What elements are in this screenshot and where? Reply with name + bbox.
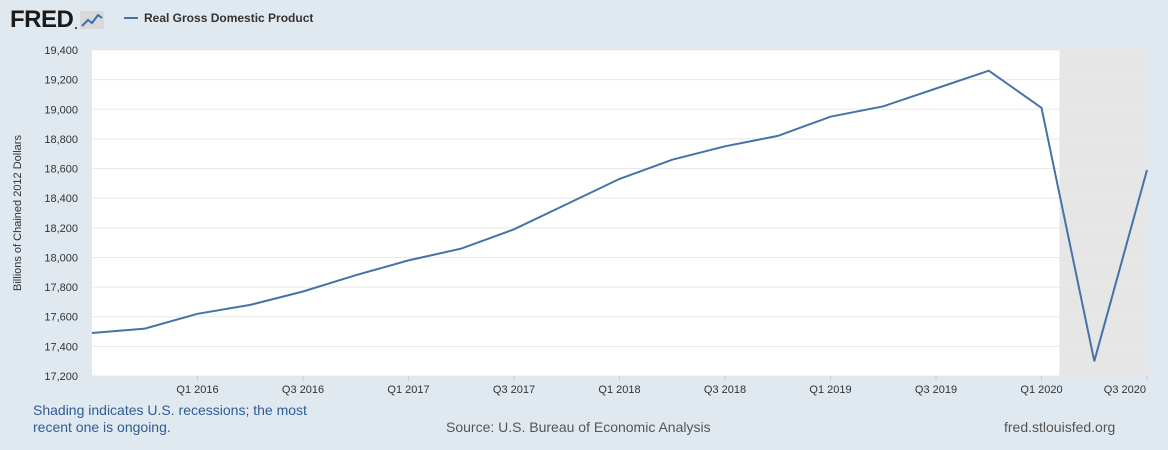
x-tick-label: Q1 2017 bbox=[387, 384, 429, 396]
y-tick-label: 17,200 bbox=[44, 371, 78, 383]
y-tick-label: 17,400 bbox=[44, 341, 78, 353]
x-axis-ticks: Q1 2016 Q3 2016 Q1 2017 Q3 2017 Q1 2018 Q3 20… bbox=[176, 376, 1148, 396]
y-tick-label: 18,600 bbox=[44, 164, 78, 176]
x-tick-label: Q1 2018 bbox=[598, 384, 640, 396]
fred-logo[interactable]: FRED . bbox=[10, 6, 104, 34]
recession-note: Shading indicates U.S. recessions; the m… bbox=[33, 402, 307, 435]
y-axis-title: Billions of Chained 2012 Dollars bbox=[12, 135, 24, 291]
series-line-real-gdp bbox=[91, 69, 1148, 362]
y-axis-ticks: 17,200 17,400 17,600 17,800 18,000 18,200 18,4… bbox=[44, 45, 78, 383]
y-tick-label: 18,800 bbox=[44, 134, 78, 146]
legend: Real Gross Domestic Product bbox=[124, 11, 313, 25]
gridlines bbox=[92, 49, 1147, 377]
x-tick-label: Q3 2019 bbox=[915, 384, 957, 396]
x-tick-label: Q1 2019 bbox=[809, 384, 851, 396]
legend-swatch bbox=[124, 17, 138, 19]
y-tick-label: 19,200 bbox=[44, 75, 78, 87]
x-tick-label: Q1 2016 bbox=[176, 384, 218, 396]
y-tick-label: 17,800 bbox=[44, 282, 78, 294]
logo-dot: . bbox=[74, 18, 78, 32]
x-tick-label: Q3 2017 bbox=[493, 384, 535, 396]
x-tick-label: Q1 2020 bbox=[1020, 384, 1062, 396]
site-link[interactable]: fred.stlouisfed.org bbox=[1004, 419, 1116, 435]
plot-background bbox=[92, 50, 1147, 376]
y-tick-label: 19,000 bbox=[44, 104, 78, 116]
legend-label: Real Gross Domestic Product bbox=[144, 11, 314, 25]
chart: 17,200 17,400 17,600 17,800 18,000 18,200 18,4… bbox=[12, 45, 1148, 396]
logo-text: FRED bbox=[10, 6, 74, 33]
recession-shading bbox=[1059, 50, 1147, 376]
y-tick-label: 19,400 bbox=[44, 45, 78, 57]
y-tick-label: 18,200 bbox=[44, 223, 78, 235]
x-tick-label: Q3 2018 bbox=[704, 384, 746, 396]
source-label: Source: U.S. Bureau of Economic Analysis bbox=[446, 419, 711, 435]
x-tick-label: Q3 2016 bbox=[282, 384, 324, 396]
line-graph-icon bbox=[79, 11, 104, 29]
y-tick-label: 18,400 bbox=[44, 193, 78, 205]
x-tick-label: Q3 2020 bbox=[1104, 384, 1146, 396]
y-tick-label: 18,000 bbox=[44, 252, 78, 264]
y-tick-label: 17,600 bbox=[44, 312, 78, 324]
